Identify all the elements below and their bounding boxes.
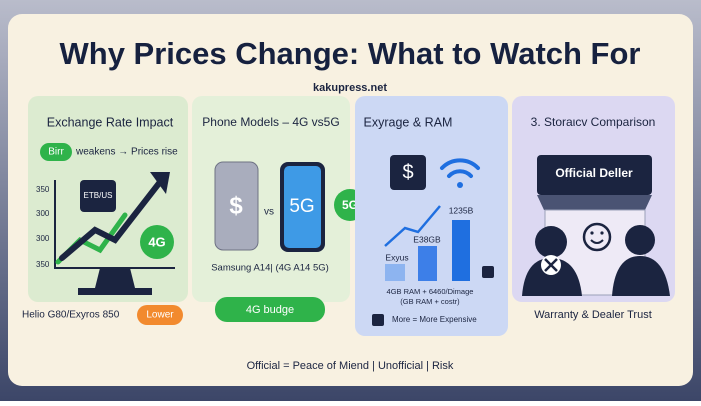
- caption: Samsung A14| (4G A14 5G): [211, 263, 329, 274]
- screen: [284, 166, 321, 248]
- axis-label: 300: [36, 209, 50, 218]
- arrow-head: [150, 172, 170, 194]
- bar-label: E38GB: [413, 234, 441, 244]
- panel-title: Exchange Rate Impact: [47, 115, 174, 129]
- wifi: [440, 158, 480, 178]
- chip-label: ETB/US: [84, 191, 113, 200]
- bar: [418, 246, 437, 281]
- chip-icon: [482, 266, 494, 278]
- bar-label: 1235B: [449, 205, 474, 215]
- smiley: [582, 222, 612, 252]
- phone-label: 5G: [289, 196, 314, 217]
- tag-label: Lower: [146, 310, 174, 321]
- tag: [137, 305, 183, 325]
- chip-icon: [372, 314, 384, 326]
- legend: More = More Expensive: [392, 315, 477, 324]
- wifi-dot: [457, 182, 463, 188]
- pill: [40, 143, 72, 161]
- model: Helio G80/Exyros 850: [22, 310, 120, 321]
- phone-label: $: [229, 192, 243, 219]
- trend: [384, 205, 441, 247]
- eye: [590, 231, 594, 235]
- axis-label: 350: [36, 260, 50, 269]
- bar: [452, 220, 470, 281]
- pill-label: Birr: [48, 147, 64, 158]
- phone: [214, 161, 259, 251]
- bar-label: Exyus: [385, 252, 408, 262]
- badge: [140, 225, 174, 259]
- chip: [390, 155, 426, 190]
- smile: [590, 239, 604, 244]
- axis-label: 350: [36, 185, 50, 194]
- footer: Official = Peace of Miend | Unofficial |…: [247, 360, 454, 372]
- eye: [600, 231, 604, 235]
- panel-title: Phone Models – 4G vs5G: [202, 115, 339, 129]
- arrow: [59, 179, 163, 261]
- caption: Warranty & Dealer Trust: [534, 309, 652, 321]
- awning: [537, 155, 652, 195]
- pill-text: weakens → Prices rise: [75, 147, 178, 158]
- chip: [80, 180, 116, 212]
- button: [215, 297, 325, 322]
- sign: Official Deller: [555, 166, 633, 180]
- note: 4GB RAM + 6460/Dimage: [387, 287, 474, 296]
- badge-label: 5G: [342, 198, 358, 212]
- axis: [54, 180, 175, 269]
- axis-label: 300: [36, 234, 50, 243]
- panel-title: 3. Storaιcv Comparison: [531, 115, 656, 129]
- chip-label: $: [402, 161, 413, 183]
- site: kakupress.net: [313, 82, 387, 94]
- note: (GB RAM + costr): [400, 297, 460, 306]
- stand: [78, 268, 152, 295]
- panel-title: Exyrage & RAM: [364, 115, 453, 129]
- stripes: [537, 195, 652, 210]
- no-cross: [544, 258, 558, 272]
- badge-label: 4G: [148, 234, 165, 249]
- title: Why Prices Change: What to Watch For: [60, 36, 641, 71]
- vs: vs: [264, 207, 274, 218]
- button-label: 4G budge: [246, 304, 294, 316]
- bar: [385, 264, 405, 281]
- people: [522, 225, 670, 296]
